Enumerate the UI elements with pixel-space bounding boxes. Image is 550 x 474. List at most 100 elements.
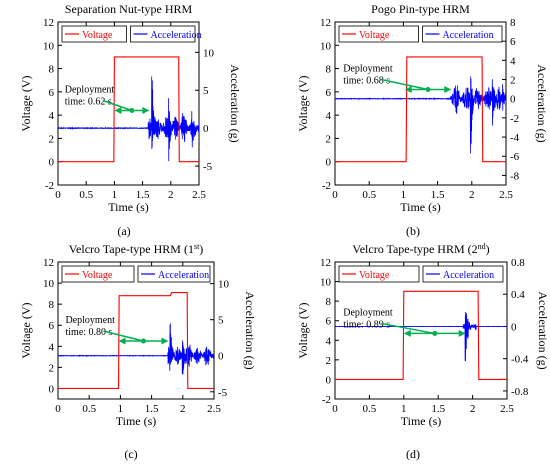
y-axis-label: Voltage (V)	[19, 302, 33, 358]
legend-label: Acceleration	[158, 270, 209, 281]
x-tick-label: 1	[401, 189, 407, 201]
y-axis-label: Voltage (V)	[19, 75, 33, 131]
y2-tick-label: 10	[218, 279, 230, 291]
legend-box	[130, 25, 196, 43]
y2-axis-label: Acceleration (g)	[228, 64, 242, 142]
annotation-line-1: Deployment	[65, 315, 115, 326]
arrow-head-left	[118, 337, 126, 345]
y-tick-label: 4	[49, 110, 55, 122]
y2-tick-label: 0	[510, 94, 516, 106]
plot-frame	[334, 261, 508, 400]
y2-tick-label: -4	[510, 132, 520, 144]
x-tick-label: 1.5	[431, 403, 445, 415]
x-axis-label: Time (s)	[400, 200, 441, 214]
y-tick-label: 10	[320, 40, 332, 52]
arrow-head-left	[404, 86, 412, 94]
y-tick-label: 0	[326, 374, 332, 386]
y2-tick-label: 0	[511, 321, 517, 333]
y-tick-label: 4	[326, 335, 332, 347]
y-tick-label: 4	[49, 341, 55, 353]
panel-label: (d)	[406, 447, 420, 461]
chart-panel-4: Velcro Tape-type HRM (2nd) 0 0.5 1 1.5 2 2.5 -2…	[296, 242, 550, 462]
y2-tick-label: 6	[510, 36, 516, 48]
x-axis-label: Time (s)	[116, 414, 157, 428]
legend-label: Acceleration	[151, 30, 202, 41]
x-tick-label: 1.5	[431, 189, 445, 201]
y-tick-label: 8	[49, 299, 55, 311]
plot-frame	[57, 21, 200, 186]
y2-tick-label: 8	[510, 17, 516, 29]
x-tick-label: 0.5	[362, 189, 376, 201]
y2-tick-label: 5	[218, 315, 224, 327]
legend-label: Voltage	[359, 30, 390, 41]
y-tick-label: 2	[49, 133, 55, 145]
y-tick-label: 8	[326, 296, 332, 308]
legend-label: Voltage	[359, 270, 390, 281]
y-tick-label: 10	[320, 277, 332, 289]
y2-tick-label: 10	[203, 47, 215, 59]
y-tick-label: 6	[326, 316, 332, 328]
x-tick-label: 0	[332, 403, 338, 415]
x-tick-label: 0.5	[79, 189, 93, 201]
chart-panel-3: Velcro Tape-type HRM (1st) 0 0.5 1 1.5 2 2.5 0 2…	[19, 242, 257, 462]
arrow-head-right	[444, 86, 452, 94]
y-tick-label: 2	[326, 133, 332, 145]
y-axis-label: Voltage (V)	[296, 75, 310, 131]
y-tick-label: 12	[43, 17, 54, 29]
panel-label: (a)	[117, 224, 130, 238]
x-tick-label: 1.5	[145, 403, 159, 415]
plot-area	[58, 56, 199, 163]
y-tick-label: 8	[49, 64, 55, 76]
y-tick-label: -2	[322, 394, 331, 406]
y-tick-label: 6	[49, 320, 55, 332]
y2-tick-label: 0	[218, 351, 224, 363]
x-tick-label: 2	[168, 189, 174, 201]
y2-tick-label: -5	[218, 387, 228, 399]
x-tick-label: 0	[55, 403, 61, 415]
legend-box	[61, 25, 127, 43]
y-tick-label: 0	[326, 157, 332, 169]
voltage-line	[58, 292, 214, 390]
arrow-leader	[102, 99, 133, 112]
legend-label: Acceleration	[443, 270, 494, 281]
legend-box	[422, 265, 504, 283]
x-tick-label: 0	[55, 189, 61, 201]
annotation-line-2: time: 0.68 s	[343, 76, 390, 87]
panel-label: (b)	[406, 224, 420, 238]
plot-area	[335, 56, 506, 163]
x-tick-label: 1	[118, 403, 124, 415]
arrow-head-right	[142, 106, 150, 114]
legend-box	[137, 265, 211, 283]
acceleration-line	[58, 76, 199, 162]
legend-label: Voltage	[82, 270, 113, 281]
plot-frame	[334, 21, 507, 186]
x-axis-label: Time (s)	[108, 200, 149, 214]
arrow-leader	[103, 330, 144, 342]
panel-label: (c)	[124, 447, 137, 461]
y-tick-label: -2	[322, 180, 331, 192]
y2-tick-label: 5	[203, 85, 209, 97]
y-tick-label: 4	[326, 110, 332, 122]
y-tick-label: 0	[49, 383, 55, 395]
y2-tick-label: 0.8	[511, 257, 525, 269]
y2-tick-label: 2	[510, 75, 516, 87]
arrow-head-left	[114, 106, 122, 114]
y2-axis-label: Acceleration (g)	[536, 291, 550, 369]
y2-tick-label: -0.8	[511, 386, 529, 398]
y2-tick-label: -8	[510, 170, 520, 182]
y2-tick-label: 0.4	[511, 289, 525, 301]
x-tick-label: 0	[332, 189, 338, 201]
x-tick-label: 2	[470, 403, 476, 415]
y-tick-label: 6	[326, 87, 332, 99]
legend-box	[338, 265, 420, 283]
x-tick-label: 2	[180, 403, 186, 415]
chart-title: Velcro Tape-type HRM (1st)	[69, 242, 204, 257]
y-tick-label: 10	[43, 278, 55, 290]
annotation-line-1: Deployment	[65, 84, 115, 95]
y-tick-label: 2	[49, 362, 55, 374]
legend-box	[422, 25, 503, 43]
